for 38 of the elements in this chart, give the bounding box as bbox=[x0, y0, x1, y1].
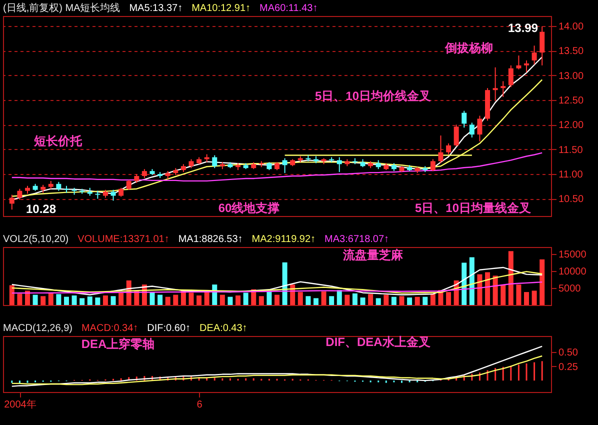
y-tick-label: 5000 bbox=[558, 283, 582, 294]
y-tick-label: 0.25 bbox=[558, 362, 578, 373]
annotation: 倒拔杨柳 bbox=[444, 41, 493, 55]
text: DEA:0.43↑ bbox=[200, 323, 248, 334]
text: MA5:13.37↑ bbox=[129, 3, 183, 14]
text: MA3:6718.07↑ bbox=[324, 234, 390, 245]
text: MA2:9119.92↑ bbox=[252, 234, 316, 245]
chart-title: (日线,前复权) MA短长均线 bbox=[3, 2, 120, 14]
text: DIF:0.60↑ bbox=[147, 323, 191, 334]
y-tick-label: 11.50 bbox=[558, 144, 584, 156]
x-tick-label: 6 bbox=[196, 400, 203, 410]
y-tick-label: 10.50 bbox=[558, 194, 584, 206]
text: VOLUME:13371.01↑ bbox=[78, 234, 170, 245]
annotation: DIF、DEA水上金叉 bbox=[326, 335, 430, 349]
annotation: 短长价托 bbox=[33, 134, 83, 148]
annotation: 13.99 bbox=[508, 21, 538, 35]
y-tick-label: 12.50 bbox=[558, 95, 584, 106]
annotation: 60线地支撑 bbox=[218, 201, 280, 215]
y-tick-label: 11.00 bbox=[558, 170, 584, 181]
y-tick-label: 12.00 bbox=[558, 120, 584, 132]
annotation: DEA上穿零轴 bbox=[81, 337, 155, 351]
x-tick-label: 2004年 bbox=[4, 398, 36, 410]
y-tick-label: 13.00 bbox=[558, 70, 584, 82]
annotation: 5日、10日均量线金叉 bbox=[414, 201, 532, 215]
text: MACD:0.34↑ bbox=[81, 323, 138, 334]
text: MA1:8826.53↑ bbox=[178, 234, 243, 245]
y-tick-label: 14.00 bbox=[558, 21, 584, 32]
annotation: 5日、10日均价线金叉 bbox=[314, 89, 432, 103]
annotation: 流盘量芝麻 bbox=[342, 248, 404, 262]
y-tick-label: 10000 bbox=[558, 266, 587, 278]
text: MA60:11.43↑ bbox=[260, 3, 318, 14]
chart-title: VOL2(5,10,20) bbox=[3, 234, 69, 245]
chart-title: MACD(12,26,9) bbox=[3, 323, 72, 334]
y-tick-label: 15000 bbox=[558, 249, 587, 260]
text: MA10:12.91↑ bbox=[192, 3, 251, 14]
y-tick-label: 0.50 bbox=[558, 348, 578, 358]
y-tick-label: 13.50 bbox=[558, 46, 584, 58]
annotation: 10.28 bbox=[26, 202, 56, 216]
